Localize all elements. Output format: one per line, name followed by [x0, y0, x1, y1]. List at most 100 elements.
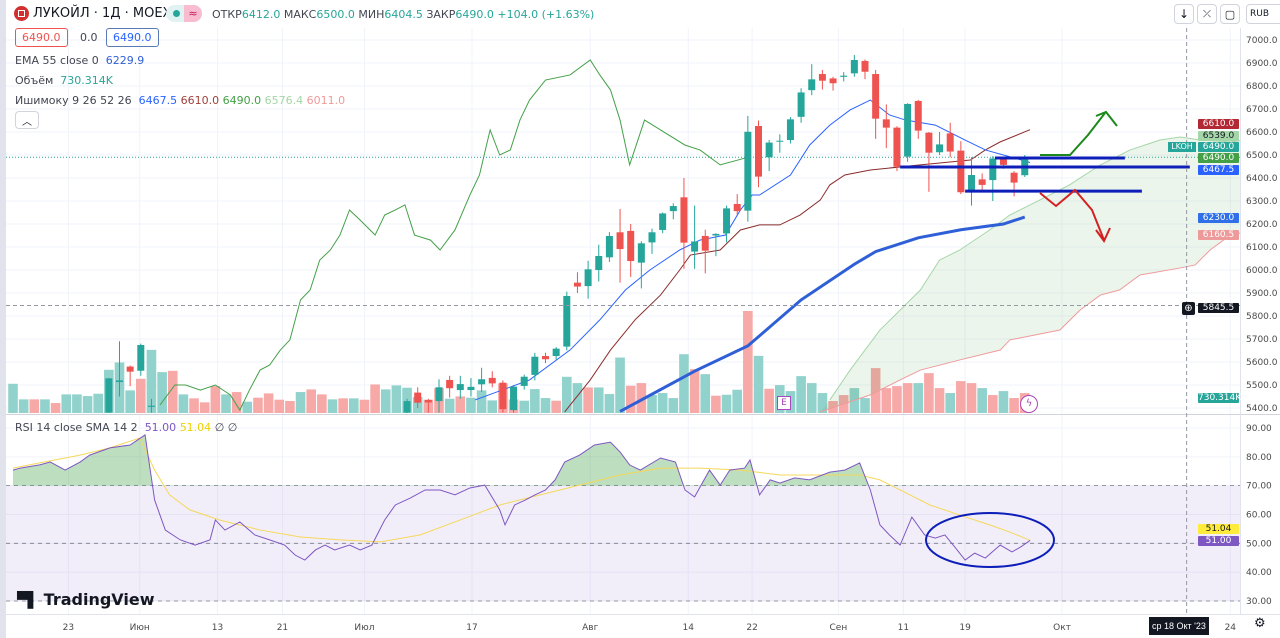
ellipse-drawing: [925, 512, 1055, 568]
ema-title: EMA 55 close 0: [15, 54, 99, 67]
price-tag: 6467.5: [1198, 165, 1239, 175]
price-tick-label: 6900.0: [1246, 59, 1278, 69]
volume-bar: [625, 385, 636, 413]
low-value: 6404.5: [384, 8, 423, 21]
currency-label: RUB: [1250, 9, 1270, 19]
price-tick-label: 5900.0: [1246, 289, 1278, 299]
earnings-marker[interactable]: E: [777, 396, 791, 410]
volume-bar: [82, 396, 93, 413]
price-tick-label: 5400.0: [1246, 404, 1278, 414]
left-toolbar-edge: [0, 0, 6, 638]
collapse-pane-button[interactable]: ⤫: [1197, 4, 1217, 24]
maximize-icon: ▢: [1224, 7, 1236, 21]
candle-body: [999, 158, 1007, 165]
open-label: ОТКР: [212, 8, 242, 21]
price-tick-label: 5700.0: [1246, 335, 1278, 345]
ichimoku-cloud: [820, 137, 1240, 412]
price-tick-label: 7000.0: [1246, 36, 1278, 46]
scroll-to-latest-button[interactable]: ↓: [1174, 4, 1194, 24]
candle-body: [989, 158, 997, 181]
volume-bar: [988, 395, 998, 413]
candle-body: [467, 386, 475, 391]
volume-bar: [253, 397, 263, 413]
volume-bar: [615, 357, 625, 413]
time-tick-label: 23: [63, 623, 74, 633]
candle-body: [797, 92, 805, 117]
candle-body: [637, 243, 645, 263]
candle-body: [765, 142, 773, 158]
candle-body: [510, 386, 518, 411]
price-tag: 6539.0: [1198, 131, 1239, 141]
price-tag: 51.00: [1198, 536, 1239, 546]
candle-body: [414, 392, 422, 403]
rsi-line: [12, 434, 1031, 561]
tradingview-logo[interactable]: ▀▌ TradingView: [17, 590, 155, 609]
candle-body: [446, 379, 454, 389]
volume-bar: [476, 390, 487, 413]
candle-body: [1010, 172, 1018, 183]
candle-body: [648, 232, 656, 243]
candle-body: [818, 74, 826, 81]
candle-body: [882, 119, 890, 128]
volume-bar: [327, 399, 338, 413]
volume-bar: [391, 385, 402, 413]
buy-button[interactable]: 6490.0: [106, 28, 159, 47]
rsi-legend[interactable]: RSI 14 close SMA 14 2 51.00 51.04 ∅ ∅: [15, 421, 237, 434]
rsi-tick-label: 50.00: [1246, 539, 1272, 549]
low-label: МИН: [358, 8, 385, 21]
lagging-span-line: [159, 59, 748, 412]
time-tick-label: 13: [212, 623, 223, 633]
candle-body: [861, 60, 869, 72]
volume-bar: [530, 389, 540, 413]
close-label: ЗАКР: [426, 8, 456, 21]
symbol-title[interactable]: ЛУКОЙЛ · 1Д · MOEX: [33, 6, 172, 21]
price-pane[interactable]: [6, 54, 1245, 417]
high-value: 6500.0: [316, 8, 355, 21]
volume-bar: [167, 370, 178, 413]
ichimoku-legend[interactable]: Ишимоку 9 26 52 26 6467.5 6610.0 6490.0 …: [15, 94, 345, 107]
volume-bar: [796, 376, 806, 413]
volume-bar: [956, 381, 966, 413]
collapse-legend-button[interactable]: ︿: [15, 111, 39, 129]
volume-bar: [61, 394, 72, 413]
add-alert-button[interactable]: ⊕: [1182, 302, 1195, 315]
candle-body: [755, 126, 762, 177]
price-tick-label: 6700.0: [1246, 105, 1278, 115]
ichimoku-title: Ишимоку 9 26 52 26: [15, 94, 132, 107]
price-tick-label: 6300.0: [1246, 197, 1278, 207]
senkou-b-line: [820, 232, 1240, 413]
market-open-dot-icon: [173, 10, 180, 17]
crosshair-date-label: ср 18 Окт '23: [1149, 617, 1209, 635]
time-tick-label: 17: [466, 623, 477, 633]
volume-bar: [721, 394, 732, 413]
volume-bar: [977, 388, 987, 413]
ema-value: 6229.9: [105, 54, 145, 67]
tradingview-logo-icon: ▀▌: [17, 591, 39, 609]
price-tag: 730.314K: [1198, 393, 1242, 403]
volume-bar: [338, 398, 348, 413]
volume-bar: [732, 389, 742, 413]
price-tick-label: 6600.0: [1246, 128, 1278, 138]
currency-dropdown[interactable]: RUB: [1246, 4, 1280, 24]
price-tag: 6610.0: [1198, 119, 1239, 129]
maximize-pane-button[interactable]: ▢: [1220, 4, 1240, 24]
settings-gear-icon[interactable]: ⚙: [1254, 616, 1266, 631]
market-status-pill[interactable]: ≈: [166, 5, 202, 22]
lightning-event-icon[interactable]: ϟ: [1020, 395, 1038, 413]
sell-button[interactable]: 6490.0: [15, 28, 68, 47]
high-label: МАКС: [283, 8, 317, 21]
ema-legend[interactable]: EMA 55 close 0 6229.9: [15, 54, 144, 67]
open-value: 6412.0: [241, 8, 281, 21]
volume-legend[interactable]: Объём 730.314K: [15, 74, 113, 87]
axes: 7000.0 6900.0 6800.0 6700.0 6600.0 6500.0 6400…: [6, 28, 1278, 633]
candle-body: [872, 74, 880, 119]
volume-bar: [562, 376, 572, 413]
volume-bar: [125, 390, 135, 413]
candle-body: [137, 344, 145, 371]
rsi-tick-label: 30.00: [1246, 597, 1272, 607]
volume-bar: [519, 400, 529, 413]
volume-bar: [8, 383, 18, 413]
volume-bar: [18, 399, 29, 413]
rsi-pane[interactable]: [6, 434, 1240, 602]
